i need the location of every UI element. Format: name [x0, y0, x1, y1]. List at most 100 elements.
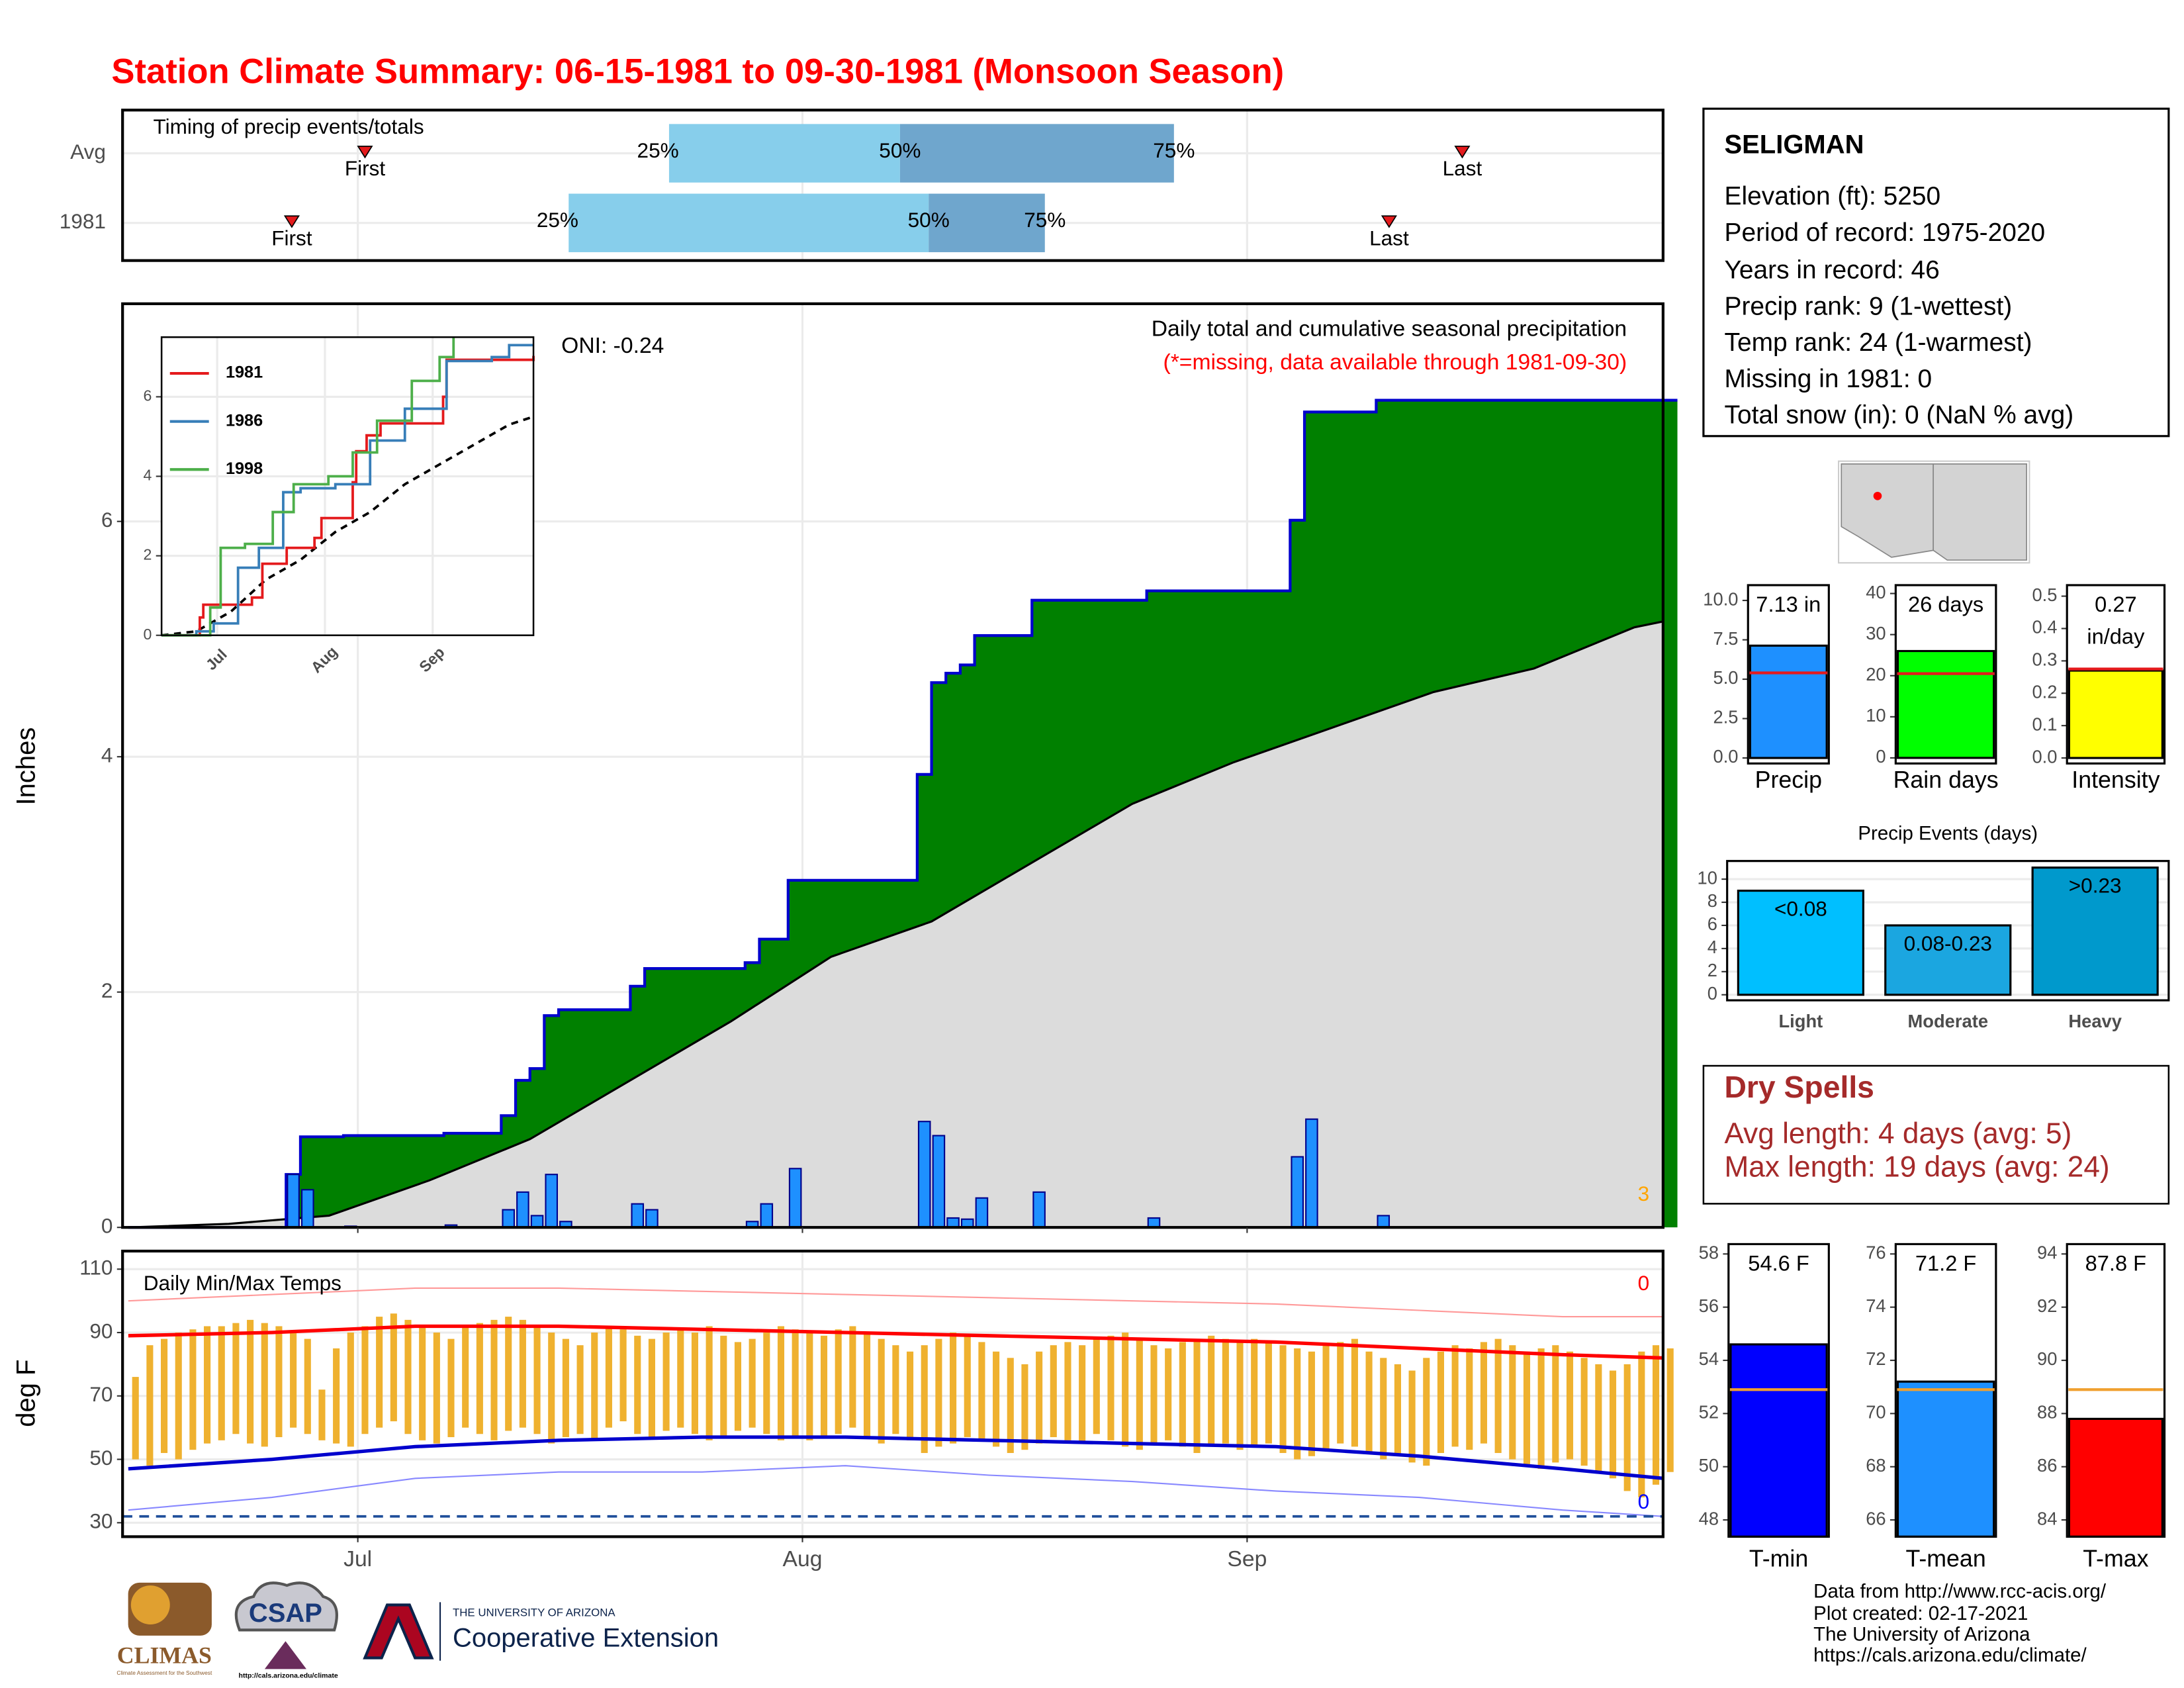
y-tick-label: 4 — [101, 743, 113, 767]
dry-spells-line: Max length: 19 days (avg: 24) — [1724, 1150, 2109, 1183]
y-tick-label: 8 — [1707, 890, 1717, 911]
temp-range-bar — [1236, 1342, 1244, 1450]
panel-border — [2066, 1243, 2166, 1538]
temp-range-bar — [1437, 1351, 1445, 1453]
y-tick-label: 20 — [1866, 664, 1886, 684]
dry-spells-title: Dry Spells — [1724, 1070, 1874, 1104]
y-tick-label: 40 — [1866, 582, 1886, 602]
panel-border — [121, 109, 1664, 262]
category-label: T-max — [2083, 1546, 2148, 1572]
event-marker — [357, 146, 373, 159]
oni-label: ONI: -0.24 — [561, 334, 664, 358]
temp-range-bar — [1580, 1358, 1588, 1466]
temp-range-bar — [1294, 1348, 1301, 1460]
temp-range-bar — [878, 1338, 885, 1444]
daily-precip-bar — [932, 1135, 946, 1229]
daily-precip-bar — [1377, 1215, 1390, 1229]
panel-border — [160, 336, 535, 636]
temp-range-bar — [1451, 1345, 1459, 1447]
temp-range-bar — [1394, 1364, 1401, 1456]
temp-range-bar — [1251, 1338, 1258, 1447]
temp-range-bar — [347, 1333, 354, 1447]
temp-range-bar — [1552, 1345, 1559, 1463]
temp-range-bar — [1609, 1370, 1617, 1479]
bar — [2068, 1417, 2163, 1538]
category-label: Light — [1778, 1011, 1823, 1031]
y-tick-label: 88 — [2037, 1402, 2057, 1423]
station-box — [1702, 107, 2170, 438]
y-tick-label: 10 — [1866, 705, 1886, 726]
y-tick-label: 66 — [1866, 1508, 1886, 1528]
temp-range-bar — [290, 1333, 297, 1428]
temp-range-bar — [204, 1326, 211, 1444]
ua-logo: THE UNIVERSITY OF ARIZONA Cooperative Ex… — [363, 1602, 719, 1661]
value-label-box: 54.6 F — [1748, 1252, 1809, 1276]
temp-range-bar — [275, 1326, 283, 1438]
y-tick-label: 0 — [144, 626, 152, 643]
logo-text: CSAP — [249, 1599, 322, 1628]
panel-border — [1747, 584, 1830, 765]
value-label-box: 71.2 F — [1915, 1252, 1977, 1276]
daily-precip-bar — [502, 1209, 515, 1229]
temp-range-bar — [218, 1326, 225, 1440]
station-name: SELIGMAN — [1724, 130, 1864, 160]
record-high-count: 0 — [1638, 1271, 1650, 1295]
quartile-label: 25% — [637, 138, 679, 162]
temp-range-bar — [1666, 1348, 1674, 1472]
daily-precip-bar — [760, 1203, 774, 1229]
logo-text: Cooperative Extension — [453, 1624, 719, 1653]
dry-spells-line: Avg length: 4 days (avg: 5) — [1724, 1117, 2071, 1150]
temp-range-bar — [419, 1326, 426, 1440]
y-tick-label: 30 — [89, 1509, 113, 1533]
row-label: Avg — [70, 140, 106, 164]
temp-range-bar — [318, 1389, 326, 1440]
inset-background — [161, 337, 534, 635]
temp-range-bar — [1150, 1345, 1158, 1444]
location-map — [1838, 460, 2030, 564]
bar — [1896, 1380, 1995, 1538]
temp-range-bar — [1351, 1338, 1358, 1447]
event-label: Last — [1443, 156, 1482, 180]
y-tick-label: 2 — [144, 546, 152, 563]
temp-range-bar — [146, 1345, 154, 1466]
temp-range-bar — [433, 1333, 440, 1444]
panel-border — [121, 302, 1664, 1229]
temp-range-bar — [1466, 1348, 1473, 1450]
temp-range-bar — [261, 1323, 268, 1447]
y-tick-label: 54 — [1699, 1348, 1719, 1369]
temp-range-bar — [361, 1326, 369, 1434]
temp-range-bar — [1509, 1345, 1516, 1460]
temp-range-bar — [232, 1323, 240, 1434]
daily-precip-bar — [1291, 1156, 1304, 1229]
category-label: Precip — [1755, 767, 1822, 793]
value-label: 71.2 F — [1915, 1252, 1977, 1276]
temp-range-bar — [1337, 1342, 1344, 1444]
quartile-label: 75% — [1153, 138, 1195, 162]
y-tick-label: 5.0 — [1713, 667, 1739, 688]
station-line: Missing in 1981: 0 — [1724, 365, 1932, 393]
temp-range-bar — [1179, 1342, 1186, 1447]
temp-range-bar — [132, 1377, 139, 1460]
y-tick-label: 0 — [101, 1214, 113, 1238]
station-line: Precip rank: 9 (1-wettest) — [1724, 292, 2012, 320]
category-label: Rain days — [1893, 767, 1999, 793]
y-tick-label: 2 — [101, 978, 113, 1002]
value-label: 87.8 F — [2085, 1252, 2147, 1276]
temp-range-bar — [548, 1333, 555, 1444]
temp-range-bar — [835, 1329, 842, 1434]
category-label: T-min — [1749, 1546, 1808, 1572]
temp-range-bar — [1523, 1351, 1531, 1466]
station-line: Elevation (ft): 5250 — [1724, 182, 1940, 211]
event-marker — [283, 215, 300, 228]
event-marker — [1381, 215, 1397, 228]
temp-range-bar — [921, 1345, 928, 1453]
temp-range-bar — [1623, 1364, 1631, 1491]
panel-border — [2066, 584, 2166, 765]
bar — [1749, 644, 1828, 759]
y-tick-label: 0.5 — [2032, 585, 2057, 605]
temp-range-bar — [863, 1333, 871, 1438]
temp-range-bar — [705, 1326, 713, 1440]
temp-range-bar — [720, 1335, 727, 1438]
temp-range-bar — [1208, 1335, 1215, 1447]
temp-range-bar — [462, 1326, 469, 1428]
